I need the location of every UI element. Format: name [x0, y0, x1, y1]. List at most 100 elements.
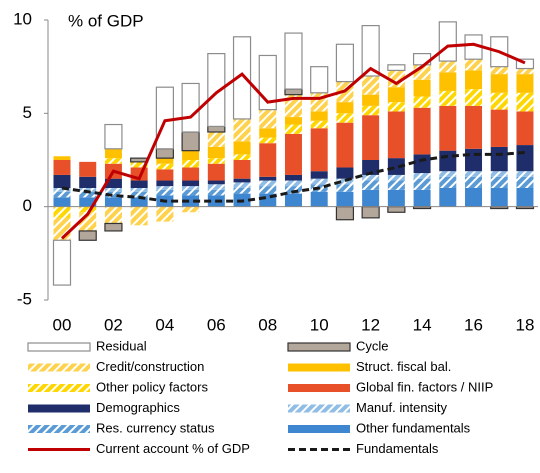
bar-segment	[130, 161, 148, 168]
bar-segment	[387, 102, 405, 112]
bar-segment	[53, 206, 71, 218]
bar-segment	[413, 79, 431, 97]
y-tick-label: -5	[17, 289, 32, 308]
bar-segment	[79, 206, 97, 213]
bar-segment	[207, 132, 225, 147]
bar-segment	[413, 107, 431, 155]
bar-segment	[130, 197, 148, 207]
bar-segment	[516, 171, 534, 177]
bar-segment	[465, 148, 483, 172]
bar-segment	[233, 118, 251, 142]
bar-segment	[387, 180, 405, 190]
bar-segment	[156, 169, 174, 181]
bar-segment	[387, 206, 406, 213]
bar-segment	[156, 180, 174, 187]
bar-segment	[490, 146, 508, 172]
bar-segment	[284, 88, 303, 96]
bar-segment	[156, 189, 174, 196]
x-tick-label: 12	[361, 315, 380, 334]
bar-segment	[387, 111, 405, 159]
x-tick-label: 14	[413, 315, 432, 334]
bar-segment	[439, 176, 457, 188]
bar-segment	[207, 125, 226, 133]
bar-segment	[516, 176, 534, 188]
bar-segment	[310, 111, 328, 121]
legend-swatch	[27, 342, 91, 352]
legend-label: Fundamentals	[356, 441, 439, 456]
bar-segment	[465, 176, 483, 188]
bar-segment	[387, 174, 405, 181]
bar-segment	[284, 133, 302, 175]
bar-segment	[284, 180, 302, 187]
bar-segment	[490, 109, 508, 147]
legend-label: Other policy factors	[96, 379, 208, 394]
legend-label: Manuf. intensity	[356, 400, 448, 415]
bar-segment	[490, 92, 508, 110]
bar-segment	[53, 197, 71, 207]
bar-segment	[233, 178, 251, 183]
legend-swatch	[288, 404, 350, 413]
bar-segment	[465, 171, 483, 177]
bar-segment	[362, 160, 380, 175]
bar-segment	[439, 72, 457, 91]
bar-segment	[182, 186, 200, 190]
legend-swatch	[28, 384, 90, 392]
bar-segment	[361, 25, 380, 77]
bar-segment	[413, 189, 431, 207]
bar-segment	[362, 180, 380, 190]
bar-segment	[336, 191, 354, 207]
bar-segment	[516, 145, 534, 172]
bar-segment	[465, 89, 483, 106]
bar-segment	[181, 82, 200, 133]
bar-segment	[104, 206, 122, 224]
x-tick-label: 16	[464, 315, 483, 334]
bar-segment	[53, 174, 71, 188]
line	[61, 151, 526, 203]
bar-segment	[439, 171, 457, 177]
bar-segment	[387, 87, 405, 103]
bar-segment	[104, 148, 122, 159]
bar-segment	[207, 189, 225, 196]
legend-swatch	[288, 363, 350, 372]
bar-segment	[104, 178, 122, 188]
y-tick-label: 10	[13, 9, 32, 28]
bar-segment	[413, 154, 431, 174]
x-tick-label: 04	[155, 315, 174, 334]
x-tick-label: 06	[207, 315, 226, 334]
legend-label: Res. currency status	[96, 420, 215, 435]
legend-label: Credit/construction	[96, 359, 204, 374]
bar-segment	[490, 171, 508, 177]
legend-swatch	[28, 363, 90, 372]
bar-segment	[438, 21, 457, 62]
bar-segment	[104, 222, 123, 232]
bar-segment	[53, 156, 71, 160]
bar-segment	[53, 160, 71, 175]
bar-segment	[362, 94, 380, 106]
bar-segment	[130, 191, 148, 198]
legend-label: Demographics	[96, 400, 180, 415]
bar-segment	[310, 178, 328, 185]
bar-segment	[156, 186, 174, 190]
bar-segment	[104, 123, 123, 150]
bar-segment	[130, 157, 149, 163]
bar-segment	[233, 160, 251, 179]
legend-swatch	[288, 425, 350, 433]
bar-segment	[181, 131, 200, 152]
bar-segment	[490, 176, 508, 188]
bar-segment	[362, 76, 380, 95]
bar-segment	[516, 74, 534, 93]
bar-segment	[336, 122, 354, 168]
bar-segment	[387, 158, 405, 175]
bar-segment	[516, 68, 534, 75]
bar-segment	[310, 171, 328, 179]
bar-segment	[413, 178, 431, 190]
bar-segment	[78, 230, 97, 241]
bar-segment	[362, 189, 380, 207]
bar-segment	[233, 141, 251, 155]
legend-swatch	[28, 425, 90, 433]
bar-segment	[362, 174, 380, 181]
bar-segment	[336, 167, 354, 179]
bar-segment	[284, 124, 302, 134]
bar-segment	[104, 158, 122, 164]
